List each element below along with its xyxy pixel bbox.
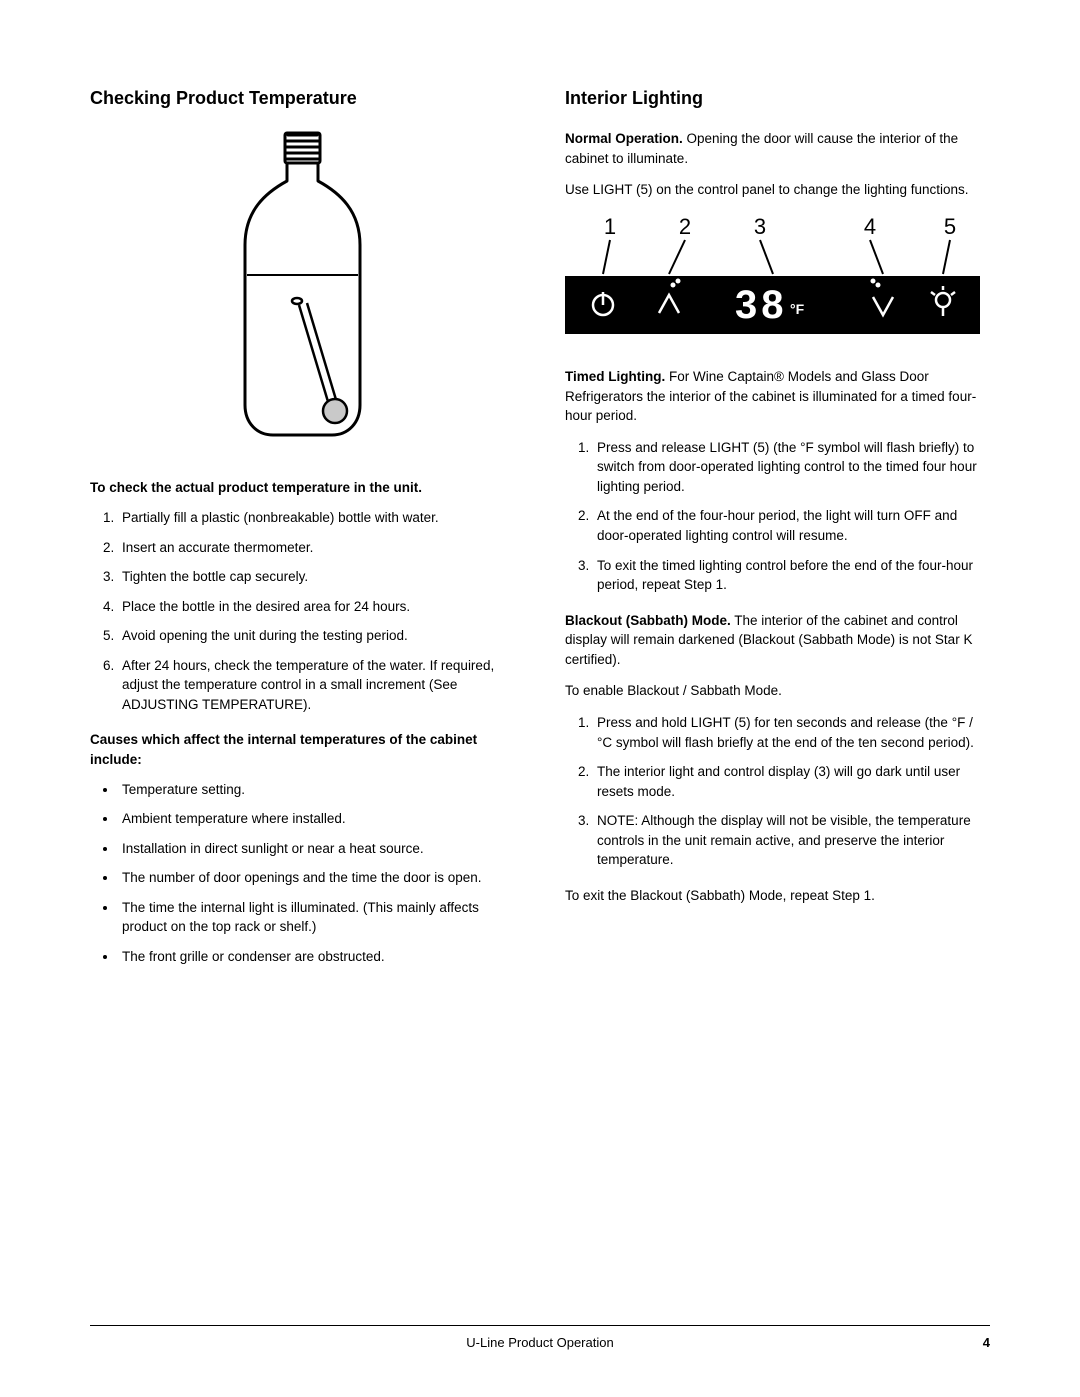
normal-operation-para: Normal Operation. Opening the door will … [565,129,990,168]
blackout-para: Blackout (Sabbath) Mode. The interior of… [565,611,990,670]
timed-steps: Press and release LIGHT (5) (the °F symb… [565,438,990,595]
causes-label: Causes which affect the internal tempera… [90,730,515,769]
list-item: Temperature setting. [118,780,515,800]
list-item: Partially fill a plastic (nonbreakable) … [118,508,515,528]
panel-label-4: 4 [864,214,876,239]
panel-label-1: 1 [604,214,616,239]
page-content: Checking Product Temperature [0,0,1080,1037]
temp-display: 38 [735,283,788,327]
blackout-label: Blackout (Sabbath) Mode. [565,613,731,628]
footer-text: U-Line Product Operation [466,1335,613,1350]
enable-text: To enable Blackout / Sabbath Mode. [565,681,990,701]
list-item: Place the bottle in the desired area for… [118,597,515,617]
list-item: Ambient temperature where installed. [118,809,515,829]
list-item: Tighten the bottle cap securely. [118,567,515,587]
left-column: Checking Product Temperature [90,85,515,977]
timed-label: Timed Lighting. [565,369,665,384]
list-item: The number of door openings and the time… [118,868,515,888]
page-footer: U-Line Product Operation 4 [90,1325,990,1353]
use-light-para: Use LIGHT (5) on the control panel to ch… [565,180,990,200]
list-item: At the end of the four-hour period, the … [593,506,990,545]
causes-list: Temperature setting. Ambient temperature… [90,780,515,967]
list-item: After 24 hours, check the temperature of… [118,656,515,715]
panel-label-2: 2 [679,214,691,239]
control-panel-diagram: 1 2 3 4 5 [565,214,990,349]
blackout-steps: Press and hold LIGHT (5) for ten seconds… [565,713,990,870]
list-item: Installation in direct sunlight or near … [118,839,515,859]
list-item: The front grille or condenser are obstru… [118,947,515,967]
check-label: To check the actual product temperature … [90,478,515,498]
list-item: NOTE: Although the display will not be v… [593,811,990,870]
right-heading: Interior Lighting [565,85,990,111]
bottle-illustration [90,129,515,454]
check-steps: Partially fill a plastic (nonbreakable) … [90,508,515,715]
exit-text: To exit the Blackout (Sabbath) Mode, rep… [565,886,990,906]
left-heading: Checking Product Temperature [90,85,515,111]
right-column: Interior Lighting Normal Operation. Open… [565,85,990,977]
panel-label-5: 5 [944,214,956,239]
timed-lighting-para: Timed Lighting. For Wine Captain® Models… [565,367,990,426]
list-item: Insert an accurate thermometer. [118,538,515,558]
list-item: The interior light and control display (… [593,762,990,801]
list-item: Press and hold LIGHT (5) for ten seconds… [593,713,990,752]
list-item: The time the internal light is illuminat… [118,898,515,937]
normal-label: Normal Operation. [565,131,683,146]
panel-label-3: 3 [754,214,766,239]
list-item: To exit the timed lighting control befor… [593,556,990,595]
temp-unit: °F [790,301,805,317]
list-item: Press and release LIGHT (5) (the °F symb… [593,438,990,497]
page-number: 4 [983,1334,990,1353]
list-item: Avoid opening the unit during the testin… [118,626,515,646]
